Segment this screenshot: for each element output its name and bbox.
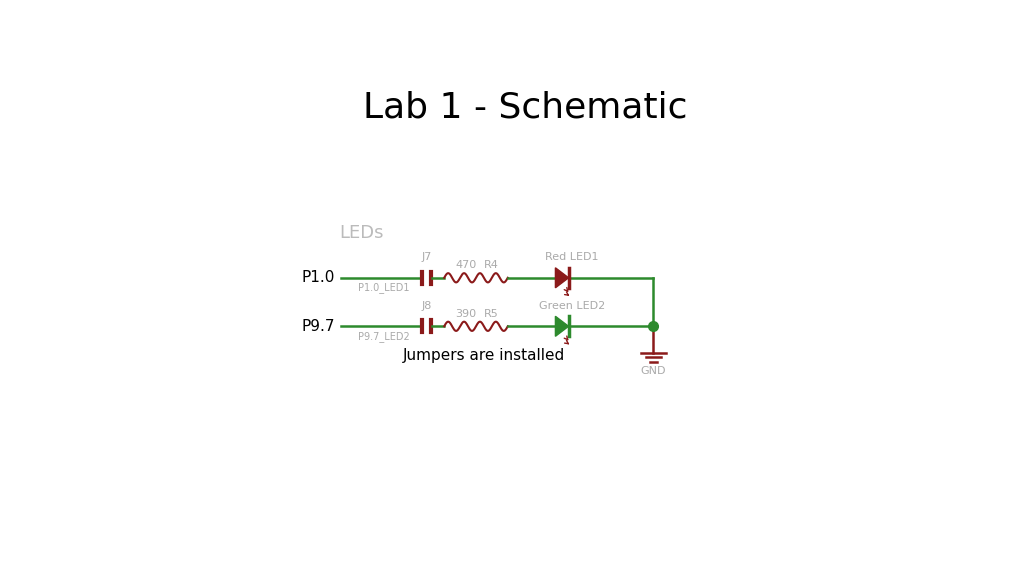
Text: Green LED2: Green LED2: [539, 301, 605, 311]
Text: J8: J8: [421, 301, 431, 311]
Text: R5: R5: [484, 309, 499, 319]
Polygon shape: [555, 316, 568, 336]
Text: GND: GND: [641, 366, 667, 376]
Text: Red LED1: Red LED1: [546, 252, 599, 263]
Text: Jumpers are installed: Jumpers are installed: [403, 348, 565, 363]
Text: 390: 390: [456, 309, 476, 319]
Text: P9.7: P9.7: [301, 319, 335, 334]
Text: LEDs: LEDs: [339, 223, 383, 241]
Text: 470: 470: [456, 260, 476, 270]
Text: Lab 1 - Schematic: Lab 1 - Schematic: [362, 90, 687, 124]
Text: P1.0: P1.0: [301, 270, 335, 285]
Text: J7: J7: [421, 252, 431, 263]
Text: P9.7_LED2: P9.7_LED2: [357, 331, 410, 342]
Text: P1.0_LED1: P1.0_LED1: [358, 282, 410, 293]
Polygon shape: [555, 268, 568, 288]
Text: R4: R4: [484, 260, 499, 270]
